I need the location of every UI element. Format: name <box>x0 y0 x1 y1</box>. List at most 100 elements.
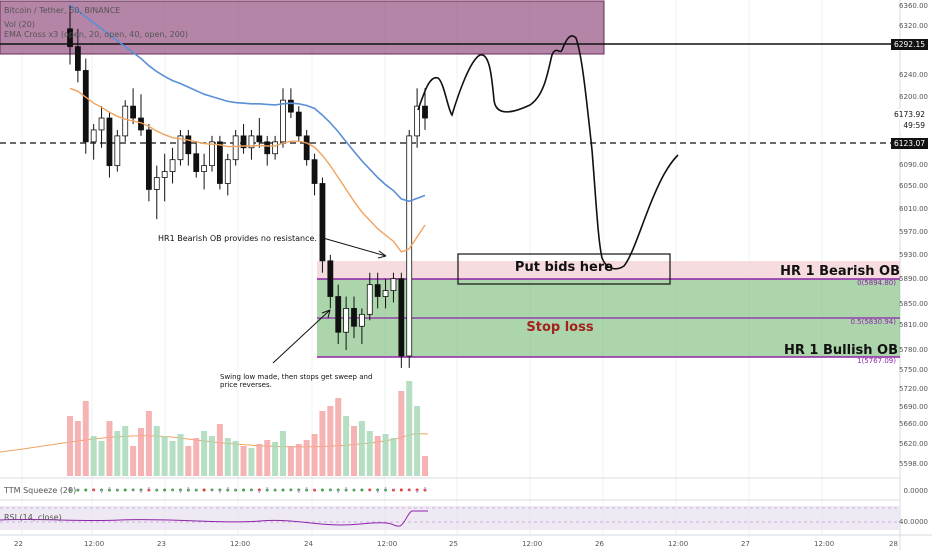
price-tick-label: 5660.00 <box>899 420 928 428</box>
candle-body <box>74 46 81 71</box>
time-tick-label: 22 <box>14 540 23 548</box>
candle-body <box>216 141 223 184</box>
rsi-legend[interactable]: RSI (14, close) <box>4 513 62 522</box>
volume-bar <box>390 438 397 476</box>
volume-bar <box>366 431 373 476</box>
volume-bar <box>311 434 318 476</box>
volume-bar <box>161 436 168 476</box>
candle-body <box>343 308 350 333</box>
volume-bar <box>287 446 294 476</box>
price-tag-current: 6173.92 <box>890 109 928 120</box>
time-tick-label: 12:00 <box>377 540 398 548</box>
ema-legend[interactable]: EMA Cross x3 (open, 20, open, 40, open, … <box>4 30 189 39</box>
time-tick-label: 28 <box>889 540 898 548</box>
candle-body <box>351 308 357 327</box>
put-bids-label[interactable]: Put bids here <box>514 260 614 275</box>
candle-body <box>177 135 184 161</box>
price-tick-label: 5810.00 <box>899 321 928 329</box>
price-tick-label: 6240.00 <box>899 71 928 79</box>
ttm-value: 0.0000 <box>903 487 929 495</box>
volume-bar <box>256 444 263 476</box>
price-tick-label: 5850.00 <box>899 300 928 308</box>
rsi-value: 40.0000 <box>899 518 928 526</box>
volume-bar <box>248 448 255 476</box>
volume-bar <box>201 431 208 476</box>
volume-bar <box>264 440 271 476</box>
price-tick-label: 6050.00 <box>899 182 928 190</box>
candle-body <box>382 290 389 297</box>
ttm-dot <box>281 488 285 492</box>
price-tag-countdown: 49:59 <box>900 120 928 131</box>
volume-bar <box>138 428 144 476</box>
price-tick-label: 5890.00 <box>899 275 928 283</box>
volume-bar <box>193 438 200 476</box>
candle-body <box>169 159 176 172</box>
candle-body <box>295 111 302 137</box>
volume-bar <box>272 442 279 476</box>
symbol-legend[interactable]: Bitcoin / Tether, 60, BINANCE <box>4 6 121 15</box>
price-tick-label: 5620.00 <box>899 440 928 448</box>
time-tick-label: 12:00 <box>814 540 835 548</box>
ttm-squeeze-dots <box>68 487 427 493</box>
bullish-ob-label[interactable]: HR 1 Bullish OB <box>784 343 898 358</box>
candle-body <box>185 135 192 155</box>
volume-bar <box>98 441 105 476</box>
candles <box>67 5 428 368</box>
price-tick-label: 5720.00 <box>899 385 928 393</box>
candle-body <box>209 141 215 167</box>
time-tick-label: 26 <box>595 540 604 548</box>
swing-low-note[interactable]: Swing low made, then stops get sweep and… <box>220 373 373 389</box>
ttm-dot <box>320 488 324 492</box>
volume-bar <box>224 438 231 476</box>
ttm-dot <box>399 488 403 492</box>
volume-bar <box>177 434 184 476</box>
fib-0-label: 0(5894.80) <box>857 279 896 287</box>
candle-body <box>311 159 318 184</box>
candle-body <box>122 105 129 137</box>
price-tick-label: 5780.00 <box>899 346 928 354</box>
price-tick-label: 6010.00 <box>899 205 928 213</box>
volume-bar <box>374 436 381 476</box>
stop-loss-label[interactable]: Stop loss <box>526 320 594 335</box>
volume-bar <box>169 441 176 476</box>
volume-bar <box>303 440 310 476</box>
candle-body <box>327 260 334 297</box>
price-tick-label: 6320.00 <box>899 22 928 30</box>
volume-bar <box>422 456 428 476</box>
price-tick-label: 5930.00 <box>899 251 928 259</box>
volume-bar <box>406 381 413 476</box>
volume-bar <box>319 411 326 476</box>
candle-body <box>366 284 373 315</box>
volume-bar <box>130 446 137 476</box>
volume-bars <box>67 381 428 476</box>
volume-legend[interactable]: Vol (20) <box>4 20 35 29</box>
price-tick-label: 6200.00 <box>899 93 928 101</box>
volume-bar <box>280 431 286 476</box>
candle-body <box>106 117 113 167</box>
ttm-dot <box>123 488 127 492</box>
candle-body <box>193 153 200 172</box>
bearish-ob-note[interactable]: HR1 Bearish OB provides no resistance. <box>158 234 317 243</box>
volume-bar <box>216 424 223 476</box>
candle-body <box>201 165 208 172</box>
bearish-ob-label[interactable]: HR 1 Bearish OB <box>780 264 900 279</box>
candle-body <box>414 105 421 137</box>
candle-body <box>240 135 247 149</box>
candle-body <box>114 135 121 167</box>
volume-bar <box>209 436 215 476</box>
volume-bar <box>240 446 247 476</box>
time-tick-label: 12:00 <box>522 540 543 548</box>
time-tick-label: 27 <box>741 540 750 548</box>
volume-bar <box>414 406 421 476</box>
volume-bar <box>327 406 334 476</box>
candle-body <box>390 278 397 291</box>
volume-bar <box>382 434 389 476</box>
ttm-legend[interactable]: TTM Squeeze (20) <box>4 486 77 495</box>
candle-body <box>232 135 239 161</box>
ema20-line <box>69 87 426 253</box>
candle-body <box>264 141 271 155</box>
bearish-ob-zone <box>317 261 900 279</box>
price-tag-dashed: 6123.07 <box>890 138 928 149</box>
